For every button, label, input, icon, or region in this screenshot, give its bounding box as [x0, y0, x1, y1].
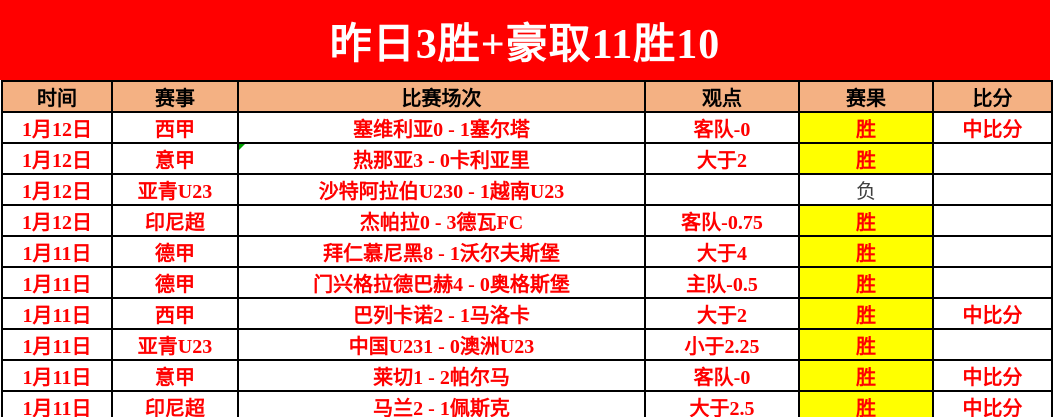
view-cell: 大于2 [644, 142, 800, 175]
view-cell: 大于2 [644, 297, 800, 330]
table-row: 1月12日 意甲 热那亚3 - 0卡利亚里 大于2 胜 [1, 142, 1053, 175]
match-cell: 门兴格拉德巴赫4 - 0奥格斯堡 [237, 266, 646, 299]
league-cell: 意甲 [111, 359, 239, 392]
result-cell: 胜 [798, 297, 934, 330]
match-cell: 拜仁慕尼黑8 - 1沃尔夫斯堡 [237, 235, 646, 268]
score-cell [932, 328, 1053, 361]
table-row: 1月12日 西甲 塞维利亚0 - 1塞尔塔 客队-0 胜 中比分 [1, 111, 1053, 144]
table-row: 1月12日 亚青U23 沙特阿拉伯U230 - 1越南U23 负 [1, 173, 1053, 206]
comment-flag-icon [240, 145, 245, 150]
table-row: 1月11日 亚青U23 中国U231 - 0澳洲U23 小于2.25 胜 [1, 328, 1053, 361]
league-cell: 德甲 [111, 266, 239, 299]
view-cell: 客队-0 [644, 111, 800, 144]
match-cell: 马兰2 - 1佩斯克 [237, 390, 646, 417]
result-cell: 胜 [798, 390, 934, 417]
result-cell: 负 [798, 173, 934, 206]
match-cell: 中国U231 - 0澳洲U23 [237, 328, 646, 361]
score-cell: 中比分 [932, 111, 1053, 144]
score-cell [932, 204, 1053, 237]
table-row: 1月11日 意甲 莱切1 - 2帕尔马 客队-0 胜 中比分 [1, 359, 1053, 392]
header-row: 时间 赛事 比赛场次 观点 赛果 比分 [1, 80, 1053, 113]
date-cell: 1月12日 [1, 204, 113, 237]
score-cell [932, 142, 1053, 175]
result-cell: 胜 [798, 328, 934, 361]
match-cell: 杰帕拉0 - 3德瓦FC [237, 204, 646, 237]
date-cell: 1月12日 [1, 173, 113, 206]
league-cell: 亚青U23 [111, 328, 239, 361]
results-table: 时间 赛事 比赛场次 观点 赛果 比分 1月12日 西甲 塞维利亚0 - 1塞尔… [1, 80, 1053, 417]
date-cell: 1月11日 [1, 328, 113, 361]
result-cell: 胜 [798, 266, 934, 299]
date-cell: 1月11日 [1, 297, 113, 330]
date-cell: 1月12日 [1, 111, 113, 144]
promo-banner: 昨日3胜+豪取11胜10 [0, 0, 1050, 80]
result-cell: 胜 [798, 142, 934, 175]
table-row: 1月11日 西甲 巴列卡诺2 - 1马洛卡 大于2 胜 中比分 [1, 297, 1053, 330]
view-cell: 小于2.25 [644, 328, 800, 361]
date-cell: 1月11日 [1, 235, 113, 268]
league-cell: 西甲 [111, 297, 239, 330]
score-cell [932, 173, 1053, 206]
col-header-score: 比分 [932, 80, 1053, 113]
match-cell: 塞维利亚0 - 1塞尔塔 [237, 111, 646, 144]
view-cell: 大于4 [644, 235, 800, 268]
view-cell: 主队-0.5 [644, 266, 800, 299]
table-row: 1月12日 印尼超 杰帕拉0 - 3德瓦FC 客队-0.75 胜 [1, 204, 1053, 237]
match-text: 热那亚3 - 0卡利亚里 [353, 150, 530, 172]
match-cell: 巴列卡诺2 - 1马洛卡 [237, 297, 646, 330]
score-cell: 中比分 [932, 359, 1053, 392]
table-row: 1月11日 德甲 门兴格拉德巴赫4 - 0奥格斯堡 主队-0.5 胜 [1, 266, 1053, 299]
league-cell: 印尼超 [111, 390, 239, 417]
result-cell: 胜 [798, 359, 934, 392]
result-cell: 胜 [798, 204, 934, 237]
result-cell: 胜 [798, 111, 934, 144]
col-header-view: 观点 [644, 80, 800, 113]
col-header-result: 赛果 [798, 80, 934, 113]
table-row: 1月11日 德甲 拜仁慕尼黑8 - 1沃尔夫斯堡 大于4 胜 [1, 235, 1053, 268]
match-cell: 热那亚3 - 0卡利亚里 [237, 142, 646, 175]
col-header-league: 赛事 [111, 80, 239, 113]
view-cell: 大于2.5 [644, 390, 800, 417]
table-row: 1月11日 印尼超 马兰2 - 1佩斯克 大于2.5 胜 中比分 [1, 390, 1053, 417]
match-cell: 莱切1 - 2帕尔马 [237, 359, 646, 392]
view-cell: 客队-0.75 [644, 204, 800, 237]
view-cell: 客队-0 [644, 359, 800, 392]
score-cell [932, 266, 1053, 299]
league-cell: 德甲 [111, 235, 239, 268]
date-cell: 1月11日 [1, 390, 113, 417]
date-cell: 1月11日 [1, 266, 113, 299]
result-cell: 胜 [798, 235, 934, 268]
col-header-match: 比赛场次 [237, 80, 646, 113]
score-cell: 中比分 [932, 297, 1053, 330]
col-header-time: 时间 [1, 80, 113, 113]
league-cell: 西甲 [111, 111, 239, 144]
league-cell: 印尼超 [111, 204, 239, 237]
score-cell [932, 235, 1053, 268]
match-cell: 沙特阿拉伯U230 - 1越南U23 [237, 173, 646, 206]
date-cell: 1月12日 [1, 142, 113, 175]
league-cell: 意甲 [111, 142, 239, 175]
date-cell: 1月11日 [1, 359, 113, 392]
league-cell: 亚青U23 [111, 173, 239, 206]
banner-title: 昨日3胜+豪取11胜10 [329, 21, 721, 68]
score-cell: 中比分 [932, 390, 1053, 417]
view-cell [644, 173, 800, 206]
